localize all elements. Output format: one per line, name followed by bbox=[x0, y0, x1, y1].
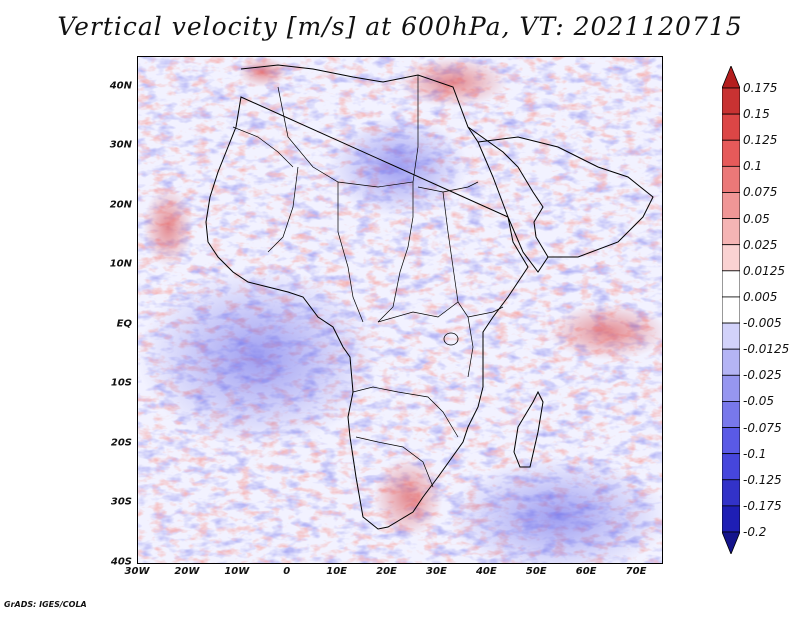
colorbar-swatch bbox=[722, 113, 740, 141]
colorbar-swatch bbox=[722, 401, 740, 428]
colorbar-tick-label: -0.175 bbox=[743, 498, 782, 513]
colorbar-tick-label: 0.15 bbox=[743, 107, 770, 122]
colorbar-tick-label: 0.1 bbox=[743, 159, 763, 174]
colorbar-swatch bbox=[722, 270, 740, 298]
lon-tick-label: 50E bbox=[525, 566, 547, 577]
lon-tick-label: 60E bbox=[575, 566, 597, 577]
colorbar-tick-label: -0.025 bbox=[743, 368, 782, 383]
lat-tick-label: 20S bbox=[110, 437, 132, 449]
colorbar-swatch bbox=[722, 505, 740, 533]
colorbar-tick-label: 0.025 bbox=[743, 237, 778, 252]
vertical-velocity-field bbox=[138, 57, 662, 563]
lon-tick-label: 20W bbox=[174, 566, 200, 577]
colorbar-min-triangle bbox=[722, 531, 740, 554]
colorbar-swatch bbox=[722, 87, 740, 115]
coastline bbox=[205, 64, 549, 530]
lon-tick-label: 20E bbox=[376, 566, 397, 577]
colorbar-swatch bbox=[722, 322, 740, 350]
colorbar-max-triangle bbox=[722, 66, 740, 89]
lat-tick-label: EQ bbox=[116, 318, 132, 330]
colorbar-tick-label: 0.125 bbox=[743, 133, 778, 148]
colorbar-tick-label: 0.175 bbox=[743, 81, 778, 95]
colorbar-swatch bbox=[722, 218, 740, 246]
lake-victoria-outline bbox=[443, 332, 459, 346]
colorbar-swatch bbox=[722, 374, 740, 402]
lon-tick-label: 10E bbox=[326, 566, 347, 577]
arabia-outline bbox=[477, 136, 654, 258]
colorbar-tick-label: 0.0125 bbox=[743, 263, 785, 278]
map-plot-area bbox=[137, 56, 663, 564]
lat-tick-label: 10N bbox=[109, 258, 132, 270]
lat-tick-label: 30S bbox=[110, 496, 132, 508]
colorbar-swatch bbox=[722, 165, 740, 193]
colorbar-tick-label: -0.0125 bbox=[743, 342, 790, 357]
colorbar-swatch bbox=[722, 479, 740, 507]
map-title: Vertical velocity [m/s] at 600hPa, VT: 2… bbox=[57, 12, 743, 41]
colorbar-swatch bbox=[722, 139, 740, 167]
lon-tick-label: 10W bbox=[224, 566, 250, 577]
colorbar-swatch bbox=[722, 348, 740, 376]
lat-tick-label: 10S bbox=[110, 377, 132, 389]
colorbar-swatch bbox=[722, 453, 740, 481]
lon-tick-label: 40E bbox=[475, 566, 497, 577]
grads-credit: GrADS: IGES/COLA bbox=[4, 600, 87, 609]
colorbar-tick-label: -0.125 bbox=[743, 472, 782, 487]
colorbar-swatch bbox=[722, 192, 740, 219]
colorbar-tick-label: 0.005 bbox=[743, 289, 778, 304]
lon-tick-label: 30W bbox=[124, 566, 150, 577]
colorbar-tick-label: 0.05 bbox=[743, 211, 770, 226]
colorbar bbox=[722, 66, 740, 554]
lat-tick-label: 20N bbox=[109, 199, 132, 211]
lon-tick-label: 0 bbox=[283, 566, 291, 577]
colorbar-tick-label: -0.05 bbox=[743, 394, 775, 409]
madagascar-outline bbox=[513, 390, 544, 468]
country-borders bbox=[232, 75, 504, 488]
lat-tick-label: 40N bbox=[109, 80, 132, 92]
colorbar-swatch bbox=[722, 296, 740, 324]
lon-tick-label: 70E bbox=[625, 566, 647, 577]
lat-tick-label: 40S bbox=[110, 556, 132, 568]
colorbar-tick-label: -0.2 bbox=[743, 525, 767, 539]
lon-tick-label: 30E bbox=[426, 566, 447, 577]
lat-tick-label: 30N bbox=[109, 139, 132, 151]
colorbar-swatch bbox=[722, 244, 740, 272]
colorbar-swatch bbox=[722, 427, 740, 455]
colorbar-tick-label: -0.005 bbox=[743, 316, 782, 331]
colorbar-tick-label: -0.1 bbox=[743, 446, 767, 461]
colorbar-tick-label: -0.075 bbox=[743, 420, 782, 435]
colorbar-tick-label: 0.075 bbox=[743, 185, 778, 200]
